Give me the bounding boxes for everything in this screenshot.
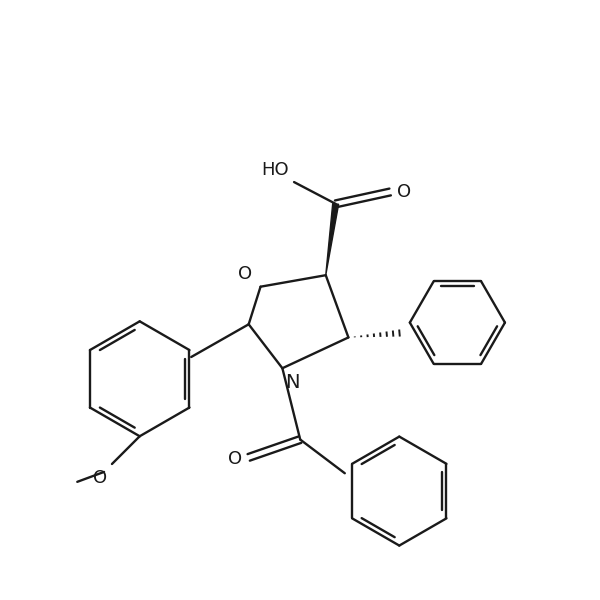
Text: HO: HO [262, 161, 289, 179]
Text: O: O [227, 451, 242, 469]
Text: N: N [286, 373, 300, 392]
Text: O: O [397, 183, 411, 201]
Text: O: O [238, 265, 253, 283]
Text: O: O [93, 469, 107, 487]
Polygon shape [326, 203, 338, 275]
